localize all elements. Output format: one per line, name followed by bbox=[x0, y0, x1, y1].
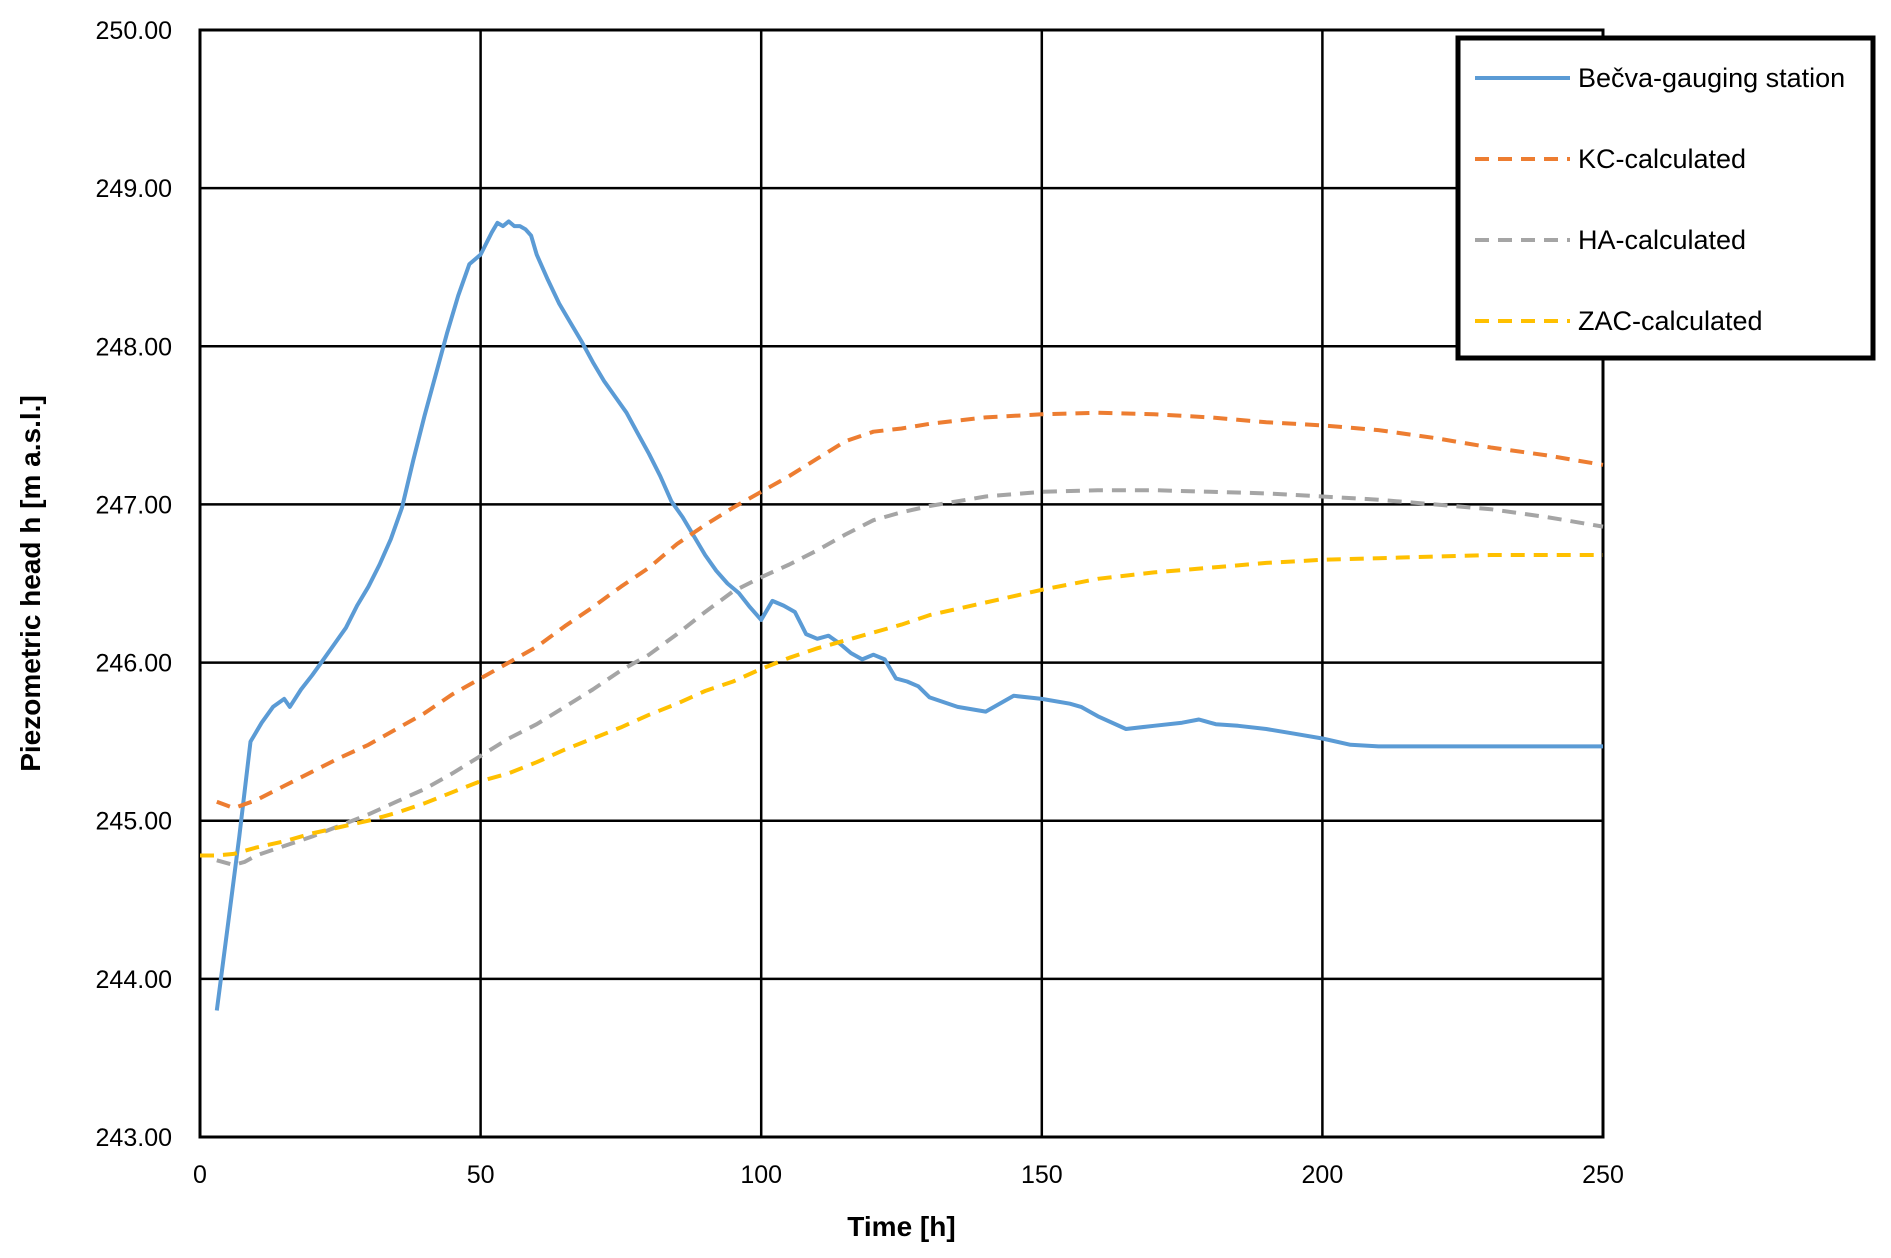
y-axis-title: Piezometric head h [m a.s.l.] bbox=[15, 395, 46, 772]
x-tick-label: 100 bbox=[740, 1161, 782, 1189]
y-tick-label: 243.00 bbox=[96, 1124, 172, 1152]
series-line-ha-calculated bbox=[216, 488, 1604, 867]
x-tick-label: 250 bbox=[1582, 1161, 1624, 1189]
legend-box bbox=[1455, 35, 1876, 361]
x-tick-label: 0 bbox=[193, 1161, 207, 1189]
legend: Bečva-gauging station KC-calculated HA-cal… bbox=[1455, 35, 1876, 361]
y-tick-label: 246.00 bbox=[96, 650, 172, 678]
y-tick-label: 245.00 bbox=[96, 808, 172, 836]
series-line-be-va-gauging-station bbox=[214, 219, 1603, 1011]
legend-label-ha-calculated: HA-calculated bbox=[1578, 225, 1746, 255]
y-tick-label: 247.00 bbox=[96, 491, 172, 519]
x-tick-label: 200 bbox=[1302, 1161, 1344, 1189]
series-group bbox=[200, 219, 1604, 1011]
y-axis-ticks: 243.00 244.00 245.00 246.00 247.00 248.00 249.… bbox=[96, 17, 172, 1152]
legend-label-kc-calculated: KC-calculated bbox=[1578, 144, 1746, 174]
series-line-zac-calculated bbox=[200, 553, 1603, 858]
y-tick-label: 250.00 bbox=[96, 17, 172, 45]
x-tick-label: 50 bbox=[467, 1161, 495, 1189]
y-tick-label: 248.00 bbox=[96, 333, 172, 361]
x-axis-title: Time [h] bbox=[847, 1211, 955, 1242]
y-tick-label: 249.00 bbox=[96, 175, 172, 203]
y-tick-label: 244.00 bbox=[96, 966, 172, 994]
x-axis-ticks: 0 50 100 150 200 250 bbox=[193, 1161, 1624, 1189]
plot-area-frame bbox=[198, 28, 1605, 1139]
x-tick-label: 150 bbox=[1021, 1161, 1063, 1189]
legend-label-be-va-gauging-station: Bečva-gauging station bbox=[1578, 63, 1845, 93]
series-line-kc-calculated bbox=[216, 410, 1604, 811]
legend-label-zac-calculated: ZAC-calculated bbox=[1578, 306, 1763, 336]
